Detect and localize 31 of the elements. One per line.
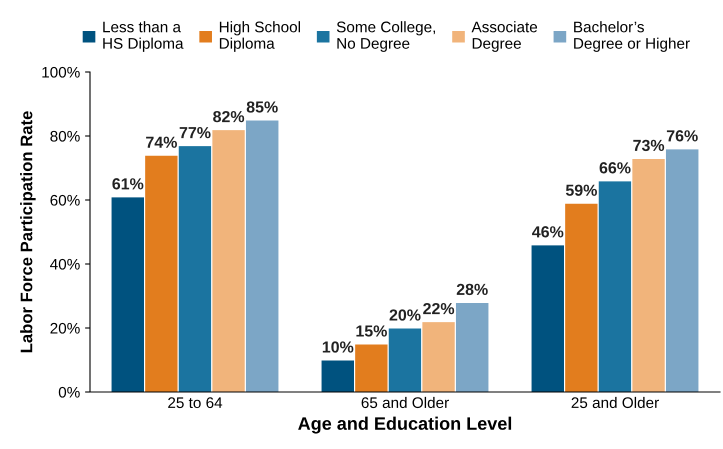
x-tick-label: 25 to 64 <box>168 397 222 408</box>
x-tick-label: 25 and Older <box>572 396 659 408</box>
legend-label: Bachelor’s Degree or Higher <box>574 21 690 52</box>
y-axis-title: Labor Force Participation Rate <box>20 111 36 352</box>
data-label: 22% <box>423 302 454 314</box>
legend-label: Associate Degree <box>472 21 538 52</box>
y-tick-label: 100% <box>42 66 80 78</box>
data-label: 82% <box>213 110 244 122</box>
data-label: 20% <box>390 309 421 321</box>
data-label: 66% <box>600 162 631 174</box>
data-label: 10% <box>322 341 354 353</box>
data-label: 76% <box>666 130 698 142</box>
y-tick-label: 0% <box>58 386 80 398</box>
data-label: 77% <box>180 127 211 138</box>
data-label: 74% <box>146 136 177 148</box>
data-label: 28% <box>456 284 488 296</box>
legend-label: Some College, No Degree <box>336 21 435 52</box>
data-label: 85% <box>246 101 278 113</box>
legend-label: High School Diploma <box>220 21 300 52</box>
data-label: 46% <box>532 226 564 238</box>
y-tick-label: 40% <box>50 258 80 270</box>
legend-label: Less than a HS Diploma <box>103 21 184 52</box>
x-tick-label: 65 and Older <box>362 396 449 408</box>
data-label: 73% <box>633 140 664 152</box>
y-tick-label: 20% <box>50 322 80 334</box>
data-label: 61% <box>112 178 144 190</box>
y-tick-label: 80% <box>50 130 80 142</box>
data-label: 59% <box>566 184 597 196</box>
data-label: 15% <box>356 325 387 337</box>
x-axis-title: Age and Education Level <box>298 416 512 434</box>
y-tick-label: 60% <box>50 194 80 206</box>
